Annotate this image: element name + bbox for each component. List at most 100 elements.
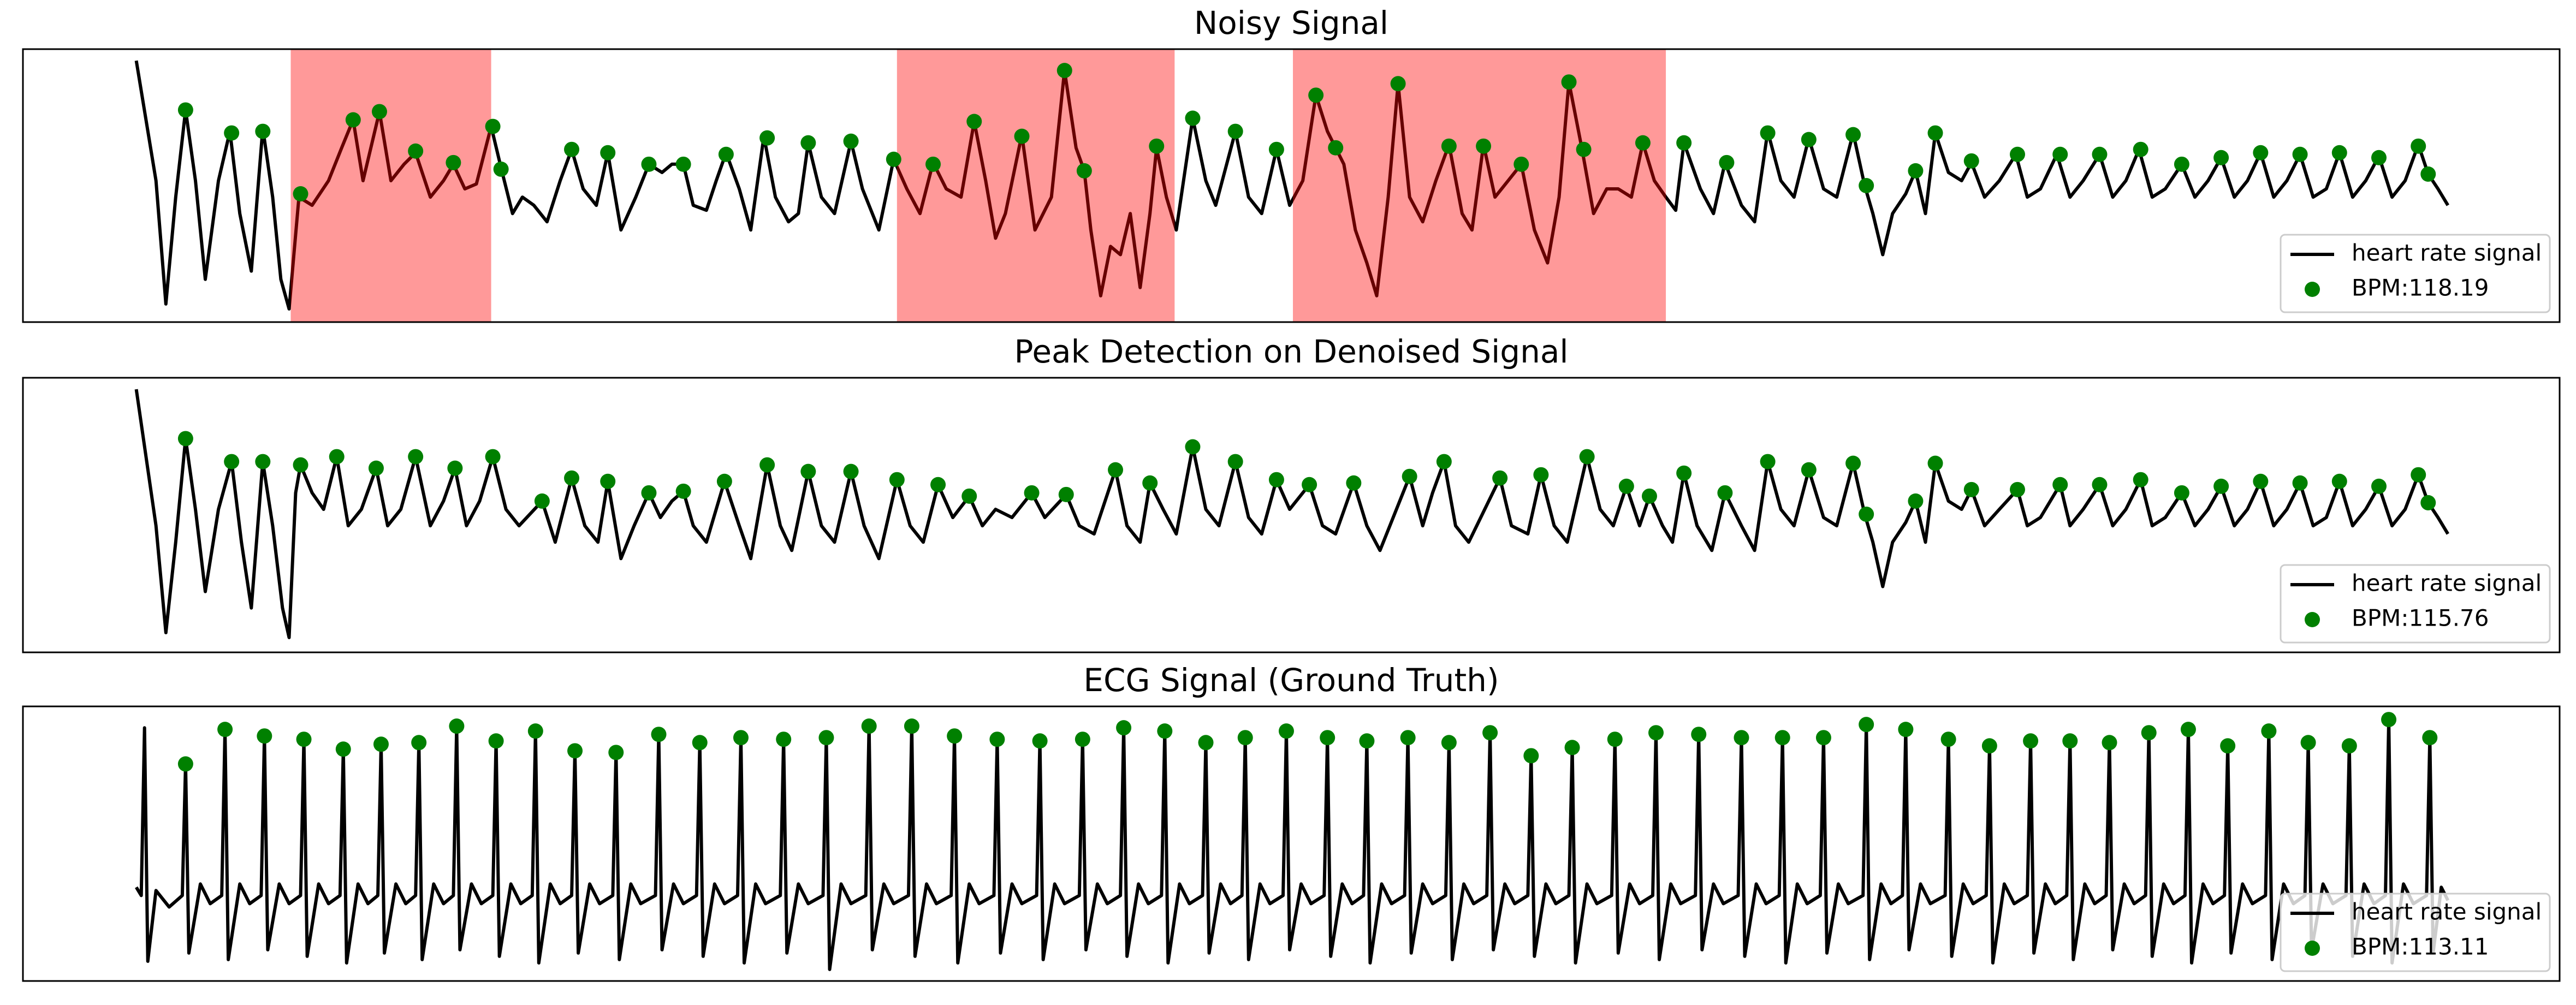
peak-marker [224, 454, 240, 469]
peak-marker [1734, 730, 1749, 746]
peak-marker [488, 733, 504, 749]
peak-marker [1024, 485, 1040, 501]
peak-marker [335, 741, 351, 757]
peak-marker [1108, 462, 1124, 478]
legend-label: BPM:118.19 [2352, 275, 2489, 301]
peak-marker [651, 727, 667, 742]
peak-marker [1492, 470, 1508, 486]
peak-marker [759, 457, 775, 473]
peak-marker [1402, 468, 1417, 484]
peak-marker [1185, 439, 1201, 455]
peak-marker [1436, 454, 1452, 469]
peak-marker [1400, 730, 1416, 746]
peak-marker [449, 718, 465, 734]
peak-marker [2062, 733, 2078, 749]
peak-marker [1963, 481, 1979, 497]
peak-marker [843, 463, 859, 479]
peak-marker [2010, 146, 2026, 162]
peak-marker [224, 125, 240, 141]
peak-marker [2253, 473, 2269, 489]
peak-marker [1513, 156, 1529, 172]
peak-marker [2253, 145, 2269, 160]
peak-marker [1278, 723, 1294, 739]
peak-marker [1268, 472, 1284, 487]
peak-marker [1320, 730, 1336, 746]
peak-marker [1328, 140, 1344, 156]
peak-marker [1268, 141, 1284, 157]
peak-marker [1185, 110, 1201, 126]
peak-marker [564, 470, 580, 486]
legend-label: heart rate signal [2352, 570, 2542, 597]
peak-marker [600, 145, 616, 160]
peak-marker [2371, 478, 2387, 494]
legend-label: heart rate signal [2352, 899, 2542, 925]
peak-marker [2023, 733, 2039, 749]
peak-marker [1859, 178, 1874, 193]
peak-marker [1815, 730, 1831, 746]
legend: heart rate signal BPM:113.11 [2280, 893, 2551, 972]
peak-marker [1157, 723, 1173, 739]
legend-box [2280, 893, 2551, 972]
peak-marker [411, 735, 427, 751]
peak-marker [1441, 138, 1457, 154]
peak-marker [408, 143, 424, 159]
peak-marker [2261, 723, 2277, 739]
peak-marker [1607, 732, 1623, 747]
peak-marker [1760, 454, 1776, 469]
peak-marker [1308, 87, 1324, 103]
peak-marker [217, 722, 233, 738]
subplot: ECG Signal (Ground Truth) heart rate sign… [22, 662, 2561, 982]
peak-marker [1717, 485, 1733, 501]
peak-marker [1390, 76, 1406, 92]
peak-marker [293, 457, 308, 473]
peak-marker [408, 449, 424, 465]
highlight-region [290, 49, 491, 322]
peak-marker [1476, 138, 1492, 154]
peak-marker [1691, 727, 1707, 742]
peak-marker [961, 488, 977, 504]
peak-marker [716, 473, 732, 489]
peak-marker [947, 728, 963, 744]
subplot: Peak Detection on Denoised Signal heart r… [22, 333, 2561, 653]
peak-marker [368, 460, 384, 476]
peak-marker [567, 743, 583, 759]
peak-marker [257, 728, 272, 744]
peak-marker [293, 186, 308, 202]
peak-marker [861, 718, 877, 734]
peak-marker [675, 156, 691, 172]
peak-marker [1801, 462, 1817, 478]
highlight-region [1293, 49, 1666, 322]
legend-box [2280, 564, 2551, 644]
peak-marker [904, 718, 919, 734]
peak-marker [1014, 128, 1030, 144]
peak-marker [1774, 730, 1790, 746]
peak-marker [447, 460, 463, 476]
peak-marker [1441, 735, 1457, 751]
peak-marker [2422, 730, 2438, 746]
peak-marker [2411, 138, 2426, 154]
subplot-title: Noisy Signal [1194, 4, 1388, 41]
peak-marker [2331, 145, 2347, 160]
peak-marker [485, 449, 501, 465]
peak-marker [1076, 163, 1092, 179]
peak-marker [1198, 735, 1214, 751]
peak-marker [1359, 733, 1375, 749]
peak-marker [600, 473, 616, 489]
peak-marker [2420, 166, 2436, 182]
peak-marker [1058, 486, 1074, 502]
peak-marker [373, 736, 389, 752]
legend-marker [2305, 941, 2320, 956]
peak-marker [2174, 156, 2189, 172]
peak-marker [1564, 740, 1580, 756]
peak-marker [296, 732, 312, 747]
peak-marker [989, 732, 1005, 747]
peak-marker [2300, 735, 2316, 751]
peak-marker [2292, 146, 2308, 162]
legend-box [2280, 234, 2551, 313]
peak-marker [1908, 163, 1924, 179]
legend-marker [2305, 612, 2320, 627]
peak-marker [329, 449, 345, 465]
peak-marker [733, 730, 749, 746]
peak-marker [1142, 475, 1158, 491]
